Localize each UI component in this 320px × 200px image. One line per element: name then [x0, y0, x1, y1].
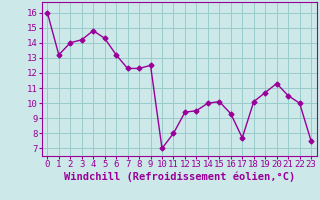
X-axis label: Windchill (Refroidissement éolien,°C): Windchill (Refroidissement éolien,°C) — [64, 172, 295, 182]
